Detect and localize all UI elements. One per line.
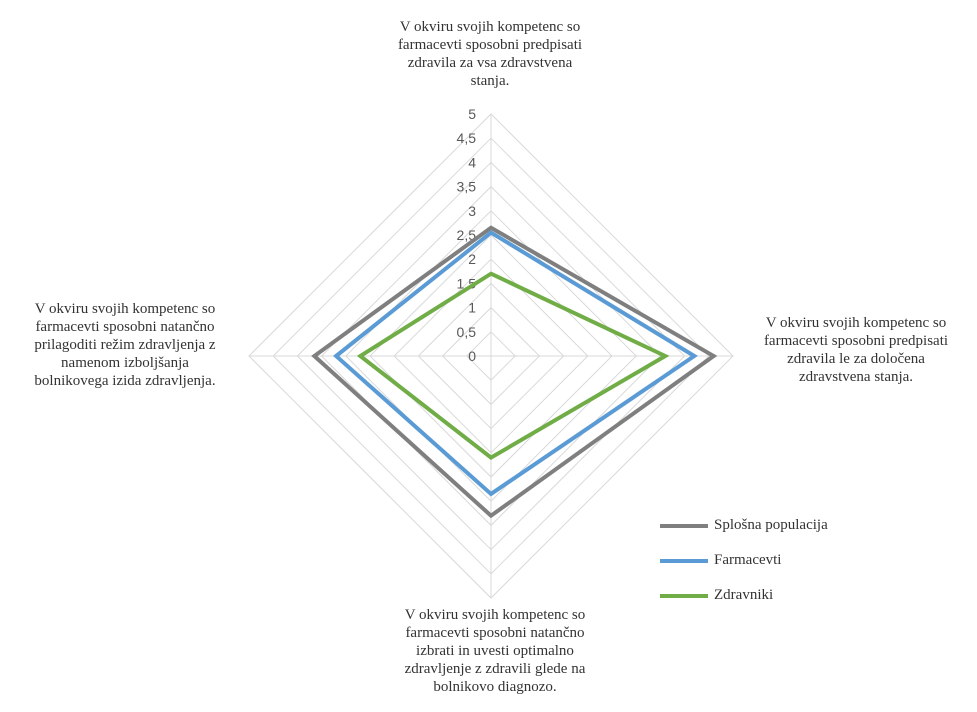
series-line-3	[356, 271, 670, 461]
series-line-1	[311, 225, 718, 519]
radar-grid	[248, 113, 734, 599]
axis-label-top: V okviru svojih kompetenc so farmacevti …	[397, 19, 583, 89]
radar-series	[311, 225, 718, 519]
legend-label-zdravniki: Zdravniki	[714, 587, 774, 603]
legend-swatch-zdravniki	[660, 593, 708, 598]
legend-label-farmacevti: Farmacevti	[714, 552, 782, 568]
legend-label-splosna-populacija: Splošna populacija	[714, 517, 828, 533]
radial-tick-label: 1	[468, 300, 476, 316]
radial-tick-label: 4,5	[457, 130, 477, 146]
axis-label-left: V okviru svojih kompetenc so farmacevti …	[34, 301, 216, 389]
radial-tick-label: 3	[468, 203, 476, 219]
radial-tick-label: 0,5	[457, 324, 477, 340]
radial-tick-label: 2,5	[457, 227, 477, 243]
radial-tick-label: 4	[468, 154, 476, 170]
legend-item-zdravniki: Zdravniki	[660, 578, 828, 613]
radial-tick-labels: 00,511,522,533,544,55	[457, 106, 477, 364]
radial-tick-label: 0	[468, 348, 476, 364]
axis-label-bottom: V okviru svojih kompetenc so farmacevti …	[404, 607, 586, 695]
axis-label-right: V okviru svojih kompetenc so farmacevti …	[763, 315, 949, 385]
radial-tick-label: 2	[468, 251, 476, 267]
legend-swatch-splosna-populacija	[660, 523, 708, 528]
legend-item-farmacevti: Farmacevti	[660, 543, 828, 578]
legend-item-splosna-populacija: Splošna populacija	[660, 508, 828, 543]
series-line-2	[333, 230, 698, 497]
radial-tick-label: 3,5	[457, 179, 477, 195]
legend-swatch-farmacevti	[660, 558, 708, 563]
radial-tick-label: 5	[468, 106, 476, 122]
legend: Splošna populacija Farmacevti Zdravniki	[660, 508, 828, 613]
